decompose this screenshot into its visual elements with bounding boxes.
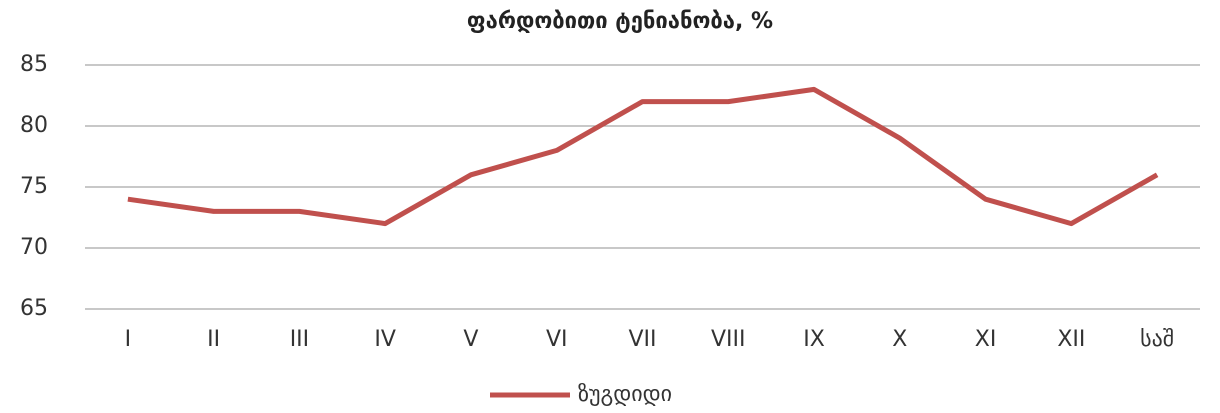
x-tick-label: IX bbox=[803, 327, 825, 352]
y-tick-label: 65 bbox=[20, 296, 48, 321]
y-tick-label: 85 bbox=[20, 52, 48, 77]
x-tick-label: III bbox=[290, 327, 309, 352]
y-tick-label: 70 bbox=[20, 235, 48, 260]
x-tick-label: VIII bbox=[711, 327, 746, 352]
x-tick-label: VI bbox=[546, 327, 568, 352]
x-tick-label: XI bbox=[975, 327, 997, 352]
x-tick-label: XII bbox=[1057, 327, 1085, 352]
x-tick-label: I bbox=[125, 327, 132, 352]
x-tick-label: X bbox=[892, 327, 907, 352]
y-tick-label: 80 bbox=[20, 113, 48, 138]
x-tick-label: საშ bbox=[1140, 327, 1174, 352]
x-tick-label: V bbox=[463, 327, 478, 352]
x-tick-label: IV bbox=[374, 327, 396, 352]
data-line bbox=[127, 86, 1159, 227]
chart-title: ფარდობითი ტენიანობა, % bbox=[467, 9, 773, 34]
legend-label: ზუგდიდი bbox=[578, 382, 672, 407]
x-tick-label: VII bbox=[628, 327, 656, 352]
x-tick-label: II bbox=[207, 327, 220, 352]
y-tick-label: 75 bbox=[20, 174, 48, 199]
